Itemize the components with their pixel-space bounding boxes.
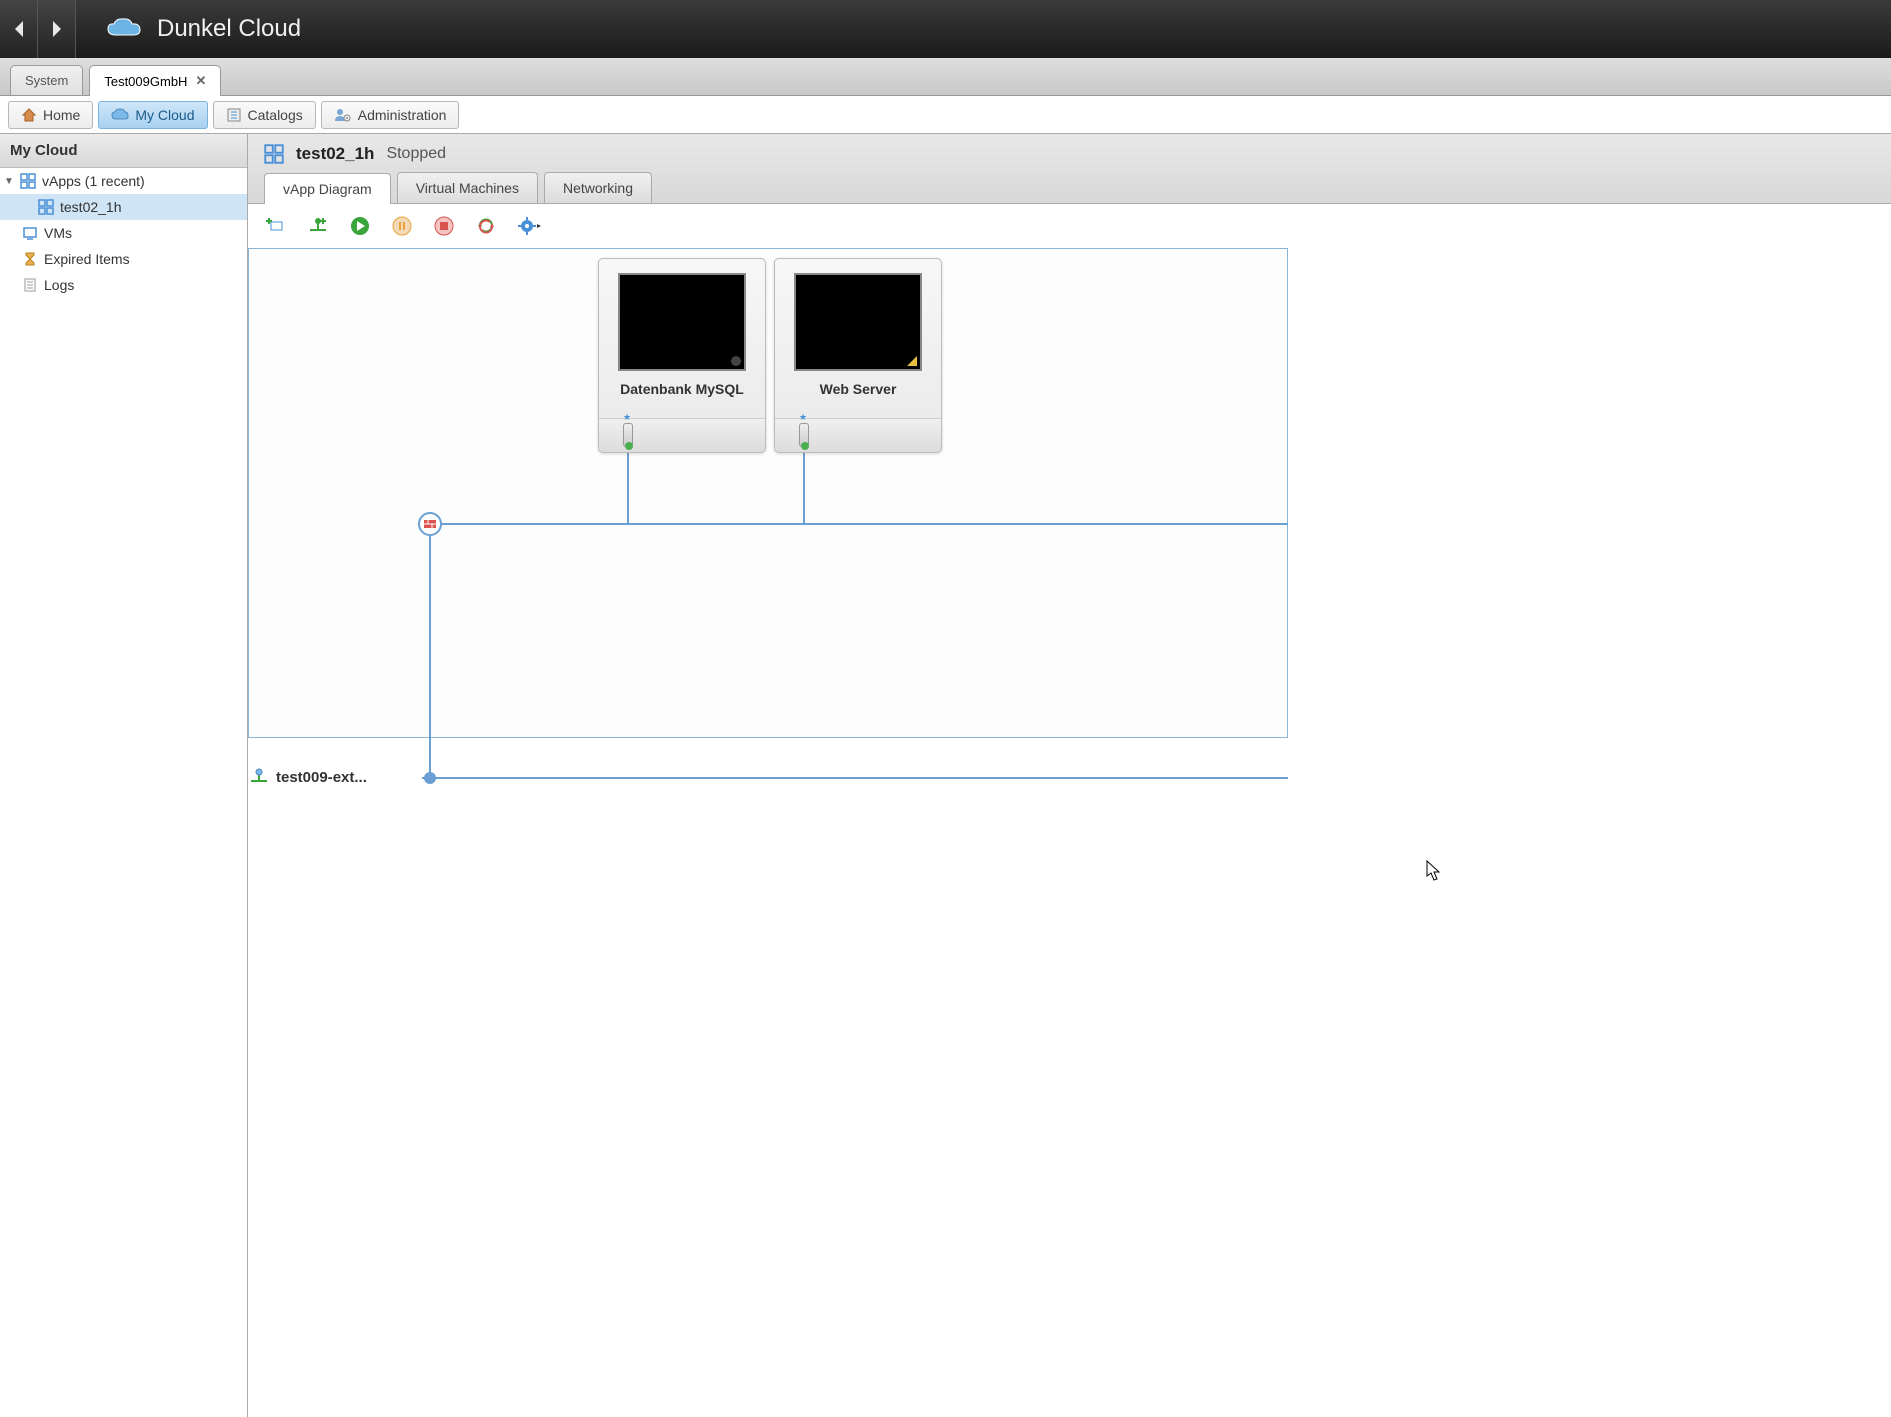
subtab-label: vApp Diagram <box>283 181 372 197</box>
pause-button[interactable] <box>392 216 412 236</box>
tree-toggle-icon[interactable]: ▼ <box>4 176 14 187</box>
vm-footer <box>775 418 941 452</box>
sidebar: My Cloud ▼ vApps (1 recent) test02_1h VM… <box>0 134 248 1417</box>
content-status: Stopped <box>386 145 446 163</box>
nav-label: Home <box>43 107 80 123</box>
content-title-row: test02_1h Stopped <box>248 134 1891 172</box>
mainnav-row: Home My Cloud Catalogs Administration <box>0 96 1891 134</box>
sidebar-title: My Cloud <box>0 134 247 168</box>
sidebar-item-expired[interactable]: Expired Items <box>0 246 247 272</box>
vapp-icon <box>264 144 284 164</box>
sidebar-item-label: Expired Items <box>44 251 130 267</box>
catalog-icon <box>226 107 242 123</box>
vm-screen-icon <box>618 273 746 371</box>
vm-label: Datenbank MySQL <box>599 379 765 399</box>
context-tab-label: Test009GmbH <box>104 74 187 89</box>
admin-icon <box>334 107 352 123</box>
subtab-label: Virtual Machines <box>416 180 519 196</box>
context-tabs-row: System Test009GmbH ✕ <box>0 58 1891 96</box>
vm-icon <box>22 225 38 241</box>
sidebar-item-label: vApps (1 recent) <box>42 173 145 189</box>
cloud-logo-icon <box>106 17 142 41</box>
vm-nic-icon[interactable] <box>799 423 809 447</box>
content-title: test02_1h <box>296 144 374 164</box>
vapp-icon <box>38 199 54 215</box>
nav-mycloud-button[interactable]: My Cloud <box>98 101 207 129</box>
context-tab-org[interactable]: Test009GmbH ✕ <box>89 65 221 96</box>
vm-nic-icon[interactable] <box>623 423 633 447</box>
network-label-text: test009-ext... <box>276 769 367 786</box>
sidebar-item-label: VMs <box>44 225 72 241</box>
nav-forward-button[interactable] <box>38 0 76 58</box>
logs-icon <box>22 277 38 293</box>
subtab-label: Networking <box>563 180 633 196</box>
close-icon[interactable]: ✕ <box>195 73 206 89</box>
body: My Cloud ▼ vApps (1 recent) test02_1h VM… <box>0 134 1891 1417</box>
home-icon <box>21 107 37 123</box>
play-button[interactable] <box>350 216 370 236</box>
vm-card[interactable]: Web Server <box>774 258 942 453</box>
sidebar-item-vapps[interactable]: ▼ vApps (1 recent) <box>0 168 247 194</box>
vm-label: Web Server <box>775 379 941 399</box>
vapp-container-box <box>248 248 1288 738</box>
network-icon <box>250 768 268 786</box>
context-tab-system[interactable]: System <box>10 65 83 95</box>
main: test02_1h Stopped vApp Diagram Virtual M… <box>248 134 1891 1417</box>
vm-card[interactable]: Datenbank MySQL <box>598 258 766 453</box>
subtab-networking[interactable]: Networking <box>544 172 652 203</box>
subtab-diagram[interactable]: vApp Diagram <box>264 173 391 204</box>
settings-button[interactable] <box>518 216 542 236</box>
nav-label: Catalogs <box>248 107 303 123</box>
vm-footer <box>599 418 765 452</box>
vm-screen-icon <box>794 273 922 371</box>
diagram-canvas[interactable]: Datenbank MySQL Web Server test009-ext..… <box>248 248 1891 1417</box>
app-title: Dunkel Cloud <box>157 15 301 43</box>
toolbar <box>248 204 1891 248</box>
context-tab-label: System <box>25 73 68 88</box>
add-vm-button[interactable] <box>266 216 286 236</box>
add-network-button[interactable] <box>308 216 328 236</box>
nav-home-button[interactable]: Home <box>8 101 93 129</box>
hourglass-icon <box>22 251 38 267</box>
cursor-icon <box>1426 860 1444 885</box>
sidebar-item-label: test02_1h <box>60 199 122 215</box>
nav-back-button[interactable] <box>0 0 38 58</box>
nav-label: My Cloud <box>135 107 194 123</box>
titlebar: Dunkel Cloud <box>0 0 1891 58</box>
nav-catalogs-button[interactable]: Catalogs <box>213 101 316 129</box>
external-network-label[interactable]: test009-ext... <box>250 768 367 786</box>
sidebar-item-vms[interactable]: VMs <box>0 220 247 246</box>
sidebar-item-logs[interactable]: Logs <box>0 272 247 298</box>
stop-button[interactable] <box>434 216 454 236</box>
cloud-icon <box>111 108 129 122</box>
firewall-node-icon[interactable] <box>418 512 442 536</box>
nav-admin-button[interactable]: Administration <box>321 101 460 129</box>
sidebar-item-vapp-child[interactable]: test02_1h <box>0 194 247 220</box>
sidebar-item-label: Logs <box>44 277 74 293</box>
subtab-vms[interactable]: Virtual Machines <box>397 172 538 203</box>
subtabs: vApp Diagram Virtual Machines Networking <box>248 172 1891 203</box>
nav-label: Administration <box>358 107 447 123</box>
content-header: test02_1h Stopped vApp Diagram Virtual M… <box>248 134 1891 204</box>
vapps-icon <box>20 173 36 189</box>
refresh-button[interactable] <box>476 216 496 236</box>
nav-arrows <box>0 0 76 58</box>
